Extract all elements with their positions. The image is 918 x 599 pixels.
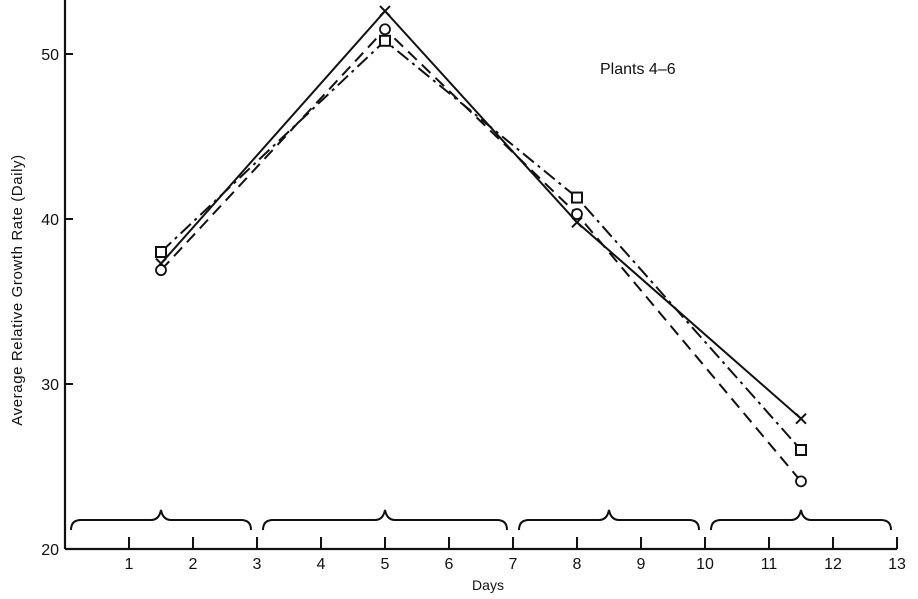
x-tick-label: 2 xyxy=(189,556,198,573)
x-tick-label: 12 xyxy=(824,556,842,573)
x-marker-stroke xyxy=(571,216,583,229)
y-tick-label: 40 xyxy=(41,212,59,229)
x-tick-label: 10 xyxy=(696,556,714,573)
x-marker-stroke xyxy=(795,412,807,425)
x-tick-label: 7 xyxy=(509,556,518,573)
series-line-circle xyxy=(160,27,802,482)
data-point-circle xyxy=(379,23,391,36)
x-range-brace xyxy=(262,509,508,531)
series-line-x xyxy=(160,9,802,420)
x-tick-label: 13 xyxy=(888,556,906,573)
data-point-circle xyxy=(571,208,583,220)
data-point-square xyxy=(571,191,583,204)
y-tick-label: 50 xyxy=(41,47,59,64)
y-axis-label: Average Relative Growth Rate (Daily) xyxy=(9,154,26,425)
series-layer xyxy=(155,5,807,488)
x-tick-label: 11 xyxy=(761,556,778,573)
x-tick-label: 6 xyxy=(445,556,454,573)
x-marker-stroke xyxy=(379,5,391,17)
x-braces xyxy=(70,509,892,531)
x-range-brace xyxy=(70,509,252,531)
data-point-x xyxy=(571,216,583,229)
plot-annotation: Plants 4–6 xyxy=(600,61,676,78)
data-point-x xyxy=(795,412,807,425)
y-tick-label: 30 xyxy=(41,377,59,394)
data-point-square xyxy=(155,246,167,258)
axes xyxy=(63,0,898,551)
x-tick-label: 3 xyxy=(253,556,262,573)
series-line-square xyxy=(160,39,802,451)
x-axis-label: Days xyxy=(472,577,504,593)
data-point-circle xyxy=(155,264,167,277)
x-tick-label: 5 xyxy=(381,556,390,573)
x-range-brace xyxy=(710,509,892,531)
x-tick-label: 1 xyxy=(125,556,134,573)
x-range-brace xyxy=(518,509,700,531)
x-tick-label: 4 xyxy=(317,556,326,573)
x-tick-label: 8 xyxy=(573,556,582,573)
x-tick-label: 9 xyxy=(637,556,646,573)
data-point-square xyxy=(795,444,807,456)
data-point-x xyxy=(379,5,391,17)
y-tick-label: 20 xyxy=(41,542,59,559)
data-point-square xyxy=(379,34,391,47)
data-point-circle xyxy=(795,475,807,488)
